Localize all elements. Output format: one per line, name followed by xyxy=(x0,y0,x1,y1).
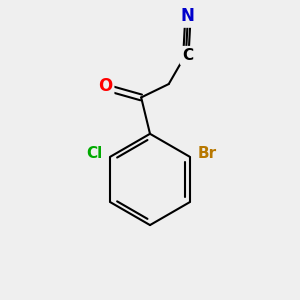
Text: O: O xyxy=(98,77,112,95)
Text: N: N xyxy=(181,7,194,25)
Text: C: C xyxy=(182,48,193,63)
Text: Cl: Cl xyxy=(86,146,102,161)
Text: Br: Br xyxy=(198,146,217,161)
